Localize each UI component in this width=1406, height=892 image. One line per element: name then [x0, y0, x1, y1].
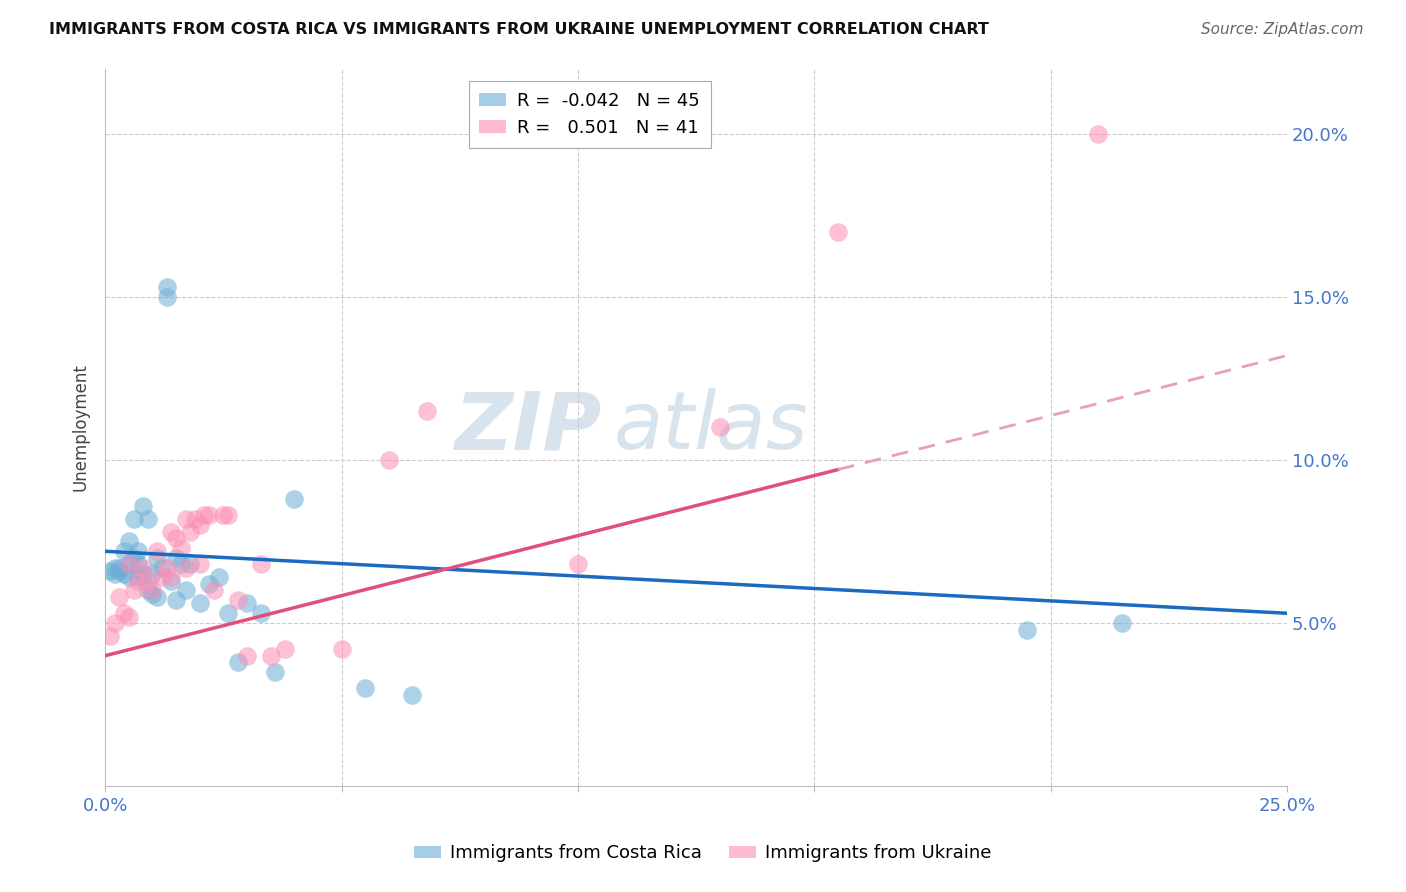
- Text: Source: ZipAtlas.com: Source: ZipAtlas.com: [1201, 22, 1364, 37]
- Point: [174, 560, 197, 574]
- Point: [202, 583, 225, 598]
- Point: [141, 567, 163, 582]
- Point: [104, 560, 127, 574]
- Point: [217, 607, 239, 621]
- Point: [127, 544, 149, 558]
- Point: [184, 511, 207, 525]
- Legend: Immigrants from Costa Rica, Immigrants from Ukraine: Immigrants from Costa Rica, Immigrants f…: [406, 838, 1000, 870]
- Point: [146, 550, 169, 565]
- Point: [415, 404, 437, 418]
- Point: [330, 642, 353, 657]
- Point: [122, 583, 145, 598]
- Text: atlas: atlas: [613, 388, 808, 467]
- Point: [217, 508, 239, 523]
- Point: [136, 574, 159, 588]
- Point: [226, 593, 249, 607]
- Point: [150, 560, 173, 574]
- Point: [108, 560, 131, 574]
- Point: [174, 583, 197, 598]
- Point: [118, 558, 141, 572]
- Point: [174, 511, 197, 525]
- Point: [136, 511, 159, 525]
- Point: [160, 524, 183, 539]
- Text: IMMIGRANTS FROM COSTA RICA VS IMMIGRANTS FROM UKRAINE UNEMPLOYMENT CORRELATION C: IMMIGRANTS FROM COSTA RICA VS IMMIGRANTS…: [49, 22, 988, 37]
- Point: [160, 570, 183, 584]
- Point: [108, 564, 131, 578]
- Point: [188, 518, 211, 533]
- Point: [112, 567, 135, 582]
- Point: [122, 511, 145, 525]
- Point: [127, 558, 149, 572]
- Point: [193, 508, 215, 523]
- Point: [170, 558, 193, 572]
- Point: [98, 564, 121, 578]
- Point: [160, 574, 183, 588]
- Point: [146, 544, 169, 558]
- Point: [264, 665, 287, 679]
- Point: [146, 590, 169, 604]
- Point: [112, 607, 135, 621]
- Point: [98, 629, 121, 643]
- Legend: R =  -0.042   N = 45, R =   0.501   N = 41: R = -0.042 N = 45, R = 0.501 N = 41: [468, 81, 711, 148]
- Point: [198, 577, 221, 591]
- Point: [378, 453, 401, 467]
- Point: [112, 544, 135, 558]
- Point: [236, 597, 259, 611]
- Point: [198, 508, 221, 523]
- Point: [179, 558, 201, 572]
- Point: [132, 567, 155, 582]
- Y-axis label: Unemployment: Unemployment: [72, 363, 89, 491]
- Point: [179, 524, 201, 539]
- Point: [188, 558, 211, 572]
- Point: [709, 420, 731, 434]
- Point: [827, 225, 849, 239]
- Point: [156, 280, 179, 294]
- Point: [250, 558, 273, 572]
- Point: [212, 508, 235, 523]
- Point: [354, 681, 377, 696]
- Point: [236, 648, 259, 663]
- Point: [226, 655, 249, 669]
- Point: [260, 648, 283, 663]
- Point: [122, 550, 145, 565]
- Point: [165, 531, 187, 545]
- Point: [250, 607, 273, 621]
- Point: [118, 534, 141, 549]
- Point: [118, 558, 141, 572]
- Point: [127, 570, 149, 584]
- Point: [156, 560, 179, 574]
- Point: [1015, 623, 1038, 637]
- Point: [401, 688, 423, 702]
- Point: [156, 290, 179, 304]
- Point: [127, 574, 149, 588]
- Point: [141, 587, 163, 601]
- Point: [170, 541, 193, 555]
- Point: [104, 567, 127, 582]
- Point: [283, 492, 305, 507]
- Point: [274, 642, 297, 657]
- Point: [132, 560, 155, 574]
- Point: [118, 570, 141, 584]
- Point: [108, 590, 131, 604]
- Point: [208, 570, 231, 584]
- Point: [118, 609, 141, 624]
- Text: ZIP: ZIP: [454, 388, 602, 467]
- Point: [1087, 127, 1109, 141]
- Point: [567, 558, 589, 572]
- Point: [165, 593, 187, 607]
- Point: [1111, 615, 1133, 630]
- Point: [165, 550, 187, 565]
- Point: [132, 499, 155, 513]
- Point: [150, 570, 173, 584]
- Point: [188, 597, 211, 611]
- Point: [104, 615, 127, 630]
- Point: [141, 583, 163, 598]
- Point: [136, 583, 159, 598]
